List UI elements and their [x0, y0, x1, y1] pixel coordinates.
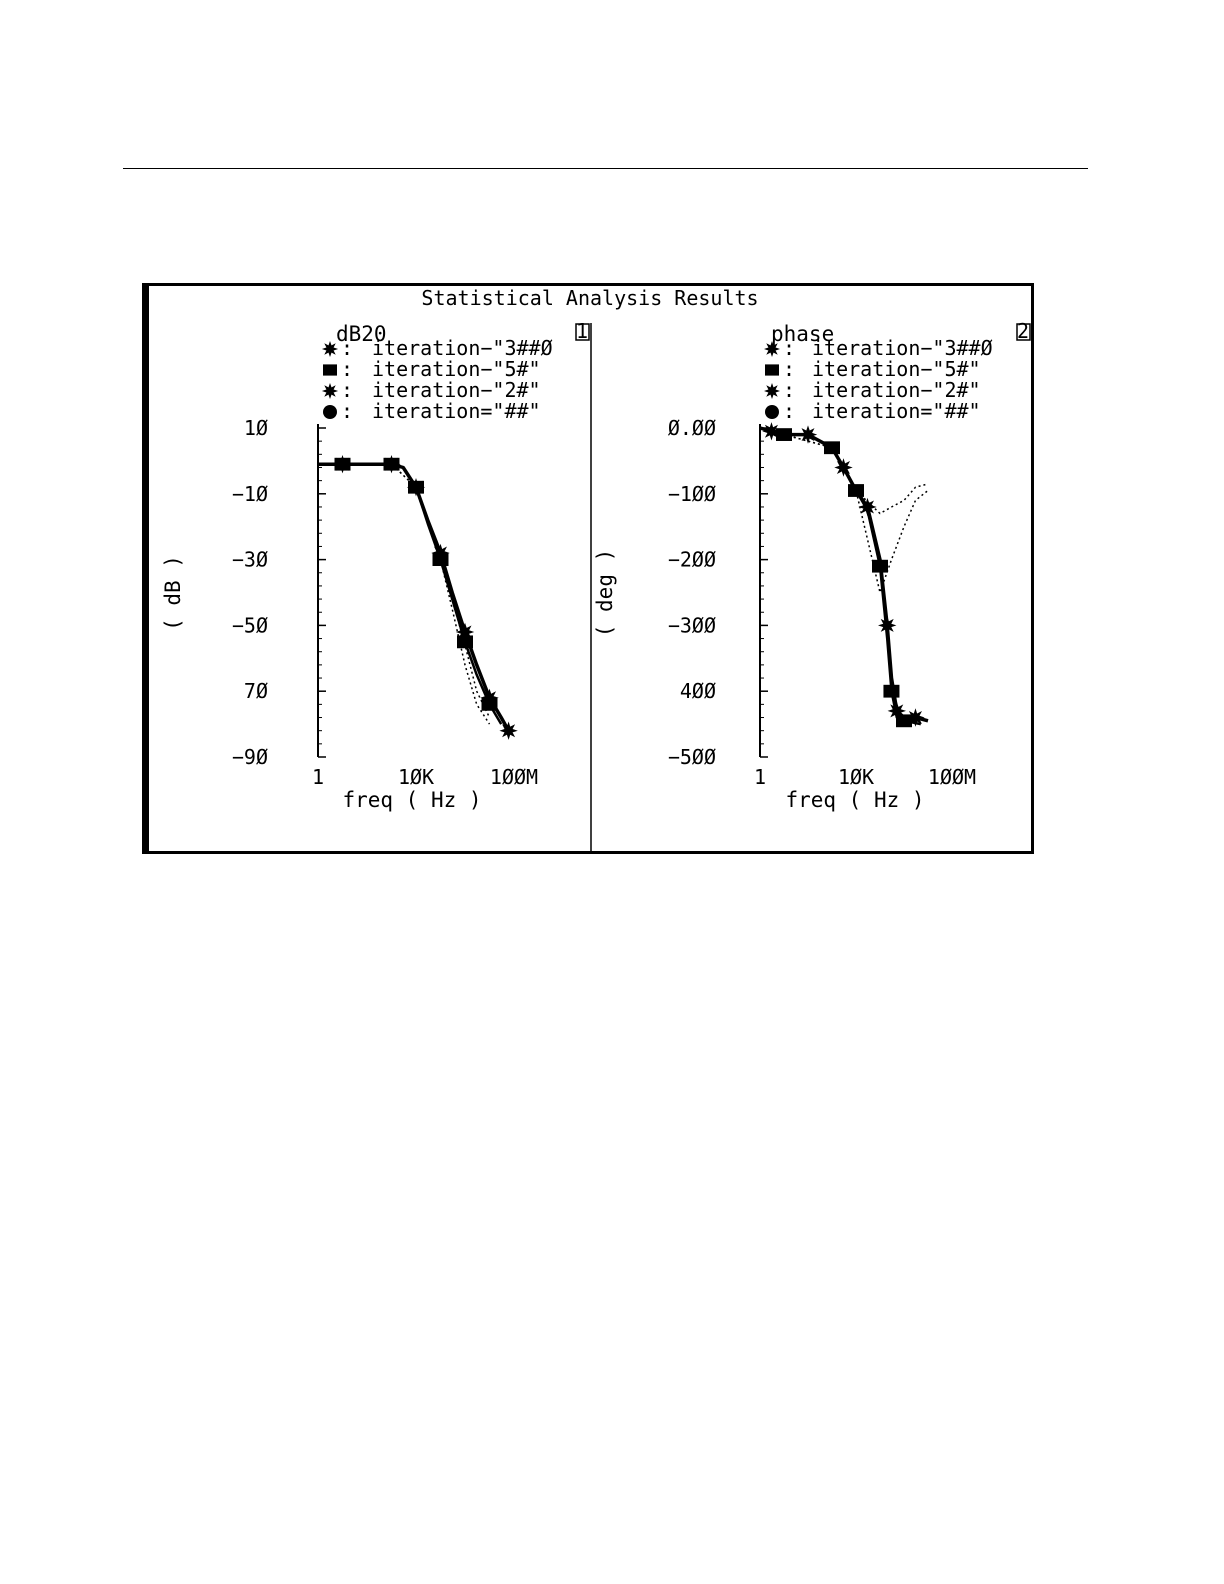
y-tick-label: −1Ø — [232, 482, 268, 506]
panel-title-phase: phase — [771, 322, 834, 346]
panel-number-box — [1016, 323, 1031, 341]
legend-separator: : — [341, 399, 353, 423]
legend-entry-2: iteration−"5#" — [372, 357, 541, 381]
data-point-marker — [499, 721, 518, 740]
legend-separator: : — [341, 378, 353, 402]
series-group-phase — [759, 422, 929, 728]
legend-entry-3: iteration−"2#" — [372, 378, 541, 402]
legend-entry-4: iteration="##" — [812, 399, 981, 423]
y-axis-label-db20: ( dB ) — [161, 555, 185, 631]
window-title: Statistical Analysis Results — [421, 286, 758, 310]
x-axis-label-phase: freq ( Hz ) — [785, 788, 924, 812]
window-left-edge — [142, 283, 149, 854]
y-tick-label: 1Ø — [244, 416, 268, 440]
panel-number-1: 1 — [576, 319, 588, 343]
x-tick-label: 1ØØM — [490, 765, 538, 789]
y-axis-label-phase: ( deg ) — [593, 549, 617, 638]
x-tick-label: 1ØØM — [928, 765, 976, 789]
legend-marker-4 — [323, 405, 337, 419]
y-tick-label: 7Ø — [244, 679, 268, 703]
data-point-marker — [457, 635, 473, 649]
y-tick-label: −5Ø — [232, 613, 268, 637]
data-point-marker — [872, 559, 888, 573]
legend-marker-1 — [321, 341, 339, 357]
statistical-analysis-window: Statistical Analysis Results dB20 1 : ite… — [142, 283, 1034, 854]
data-point-marker — [432, 553, 449, 566]
y-axis-ticks-db20: 1Ø −1Ø −3Ø −5Ø 7Ø −9Ø — [232, 416, 326, 769]
y-tick-label: 4ØØ — [680, 679, 716, 703]
y-tick-label: −5ØØ — [668, 745, 716, 769]
legend-entry-4: iteration="##" — [372, 399, 541, 423]
x-tick-label: 1 — [312, 765, 324, 789]
legend-marker-3 — [764, 383, 780, 399]
x-axis-label-db20: freq ( Hz ) — [342, 788, 481, 812]
panel-number-2: 2 — [1017, 319, 1029, 343]
data-point-marker — [776, 428, 792, 441]
y-tick-label: −2ØØ — [668, 548, 716, 572]
data-point-marker — [896, 714, 912, 728]
y-tick-label: Ø.ØØ — [668, 416, 716, 440]
legend-db20: : iteration−"3##Ø: iteration−"5#": iteratio… — [321, 336, 553, 423]
series-line-4 — [759, 427, 929, 594]
data-point-marker — [481, 697, 498, 711]
legend-separator: : — [783, 357, 795, 381]
series-group-db20 — [318, 455, 518, 740]
legend-phase: : iteration−"3##Ø: iteration−"5#": iteratio… — [764, 336, 993, 423]
panel-phase: phase 2 : iteration−"3##Ø: iteration−"5#":… — [593, 319, 1031, 812]
legend-marker-1 — [764, 341, 780, 357]
page-top-rule — [123, 168, 1088, 169]
legend-entry-2: iteration−"5#" — [812, 357, 981, 381]
panel-title-db20: dB20 — [336, 322, 387, 346]
panel-db20: dB20 1 : iteration−"3##Ø: iteration−"5#": i… — [161, 319, 590, 812]
x-tick-label: 1ØK — [398, 765, 434, 789]
panel-number-box — [575, 323, 590, 341]
y-tick-label: −9Ø — [232, 745, 268, 769]
legend-marker-3 — [321, 383, 339, 399]
legend-marker-2 — [765, 364, 779, 376]
legend-separator: : — [783, 378, 795, 402]
x-tick-label: 1ØK — [838, 765, 874, 789]
y-tick-label: −3Ø — [232, 548, 268, 572]
data-point-marker — [824, 441, 840, 455]
legend-entry-3: iteration−"2#" — [812, 378, 981, 402]
data-point-marker — [883, 684, 900, 698]
series-line-3 — [318, 463, 491, 725]
legend-entry-1: iteration−"3##Ø — [372, 336, 553, 360]
legend-entry-1: iteration−"3##Ø — [812, 336, 993, 360]
legend-separator: : — [341, 357, 353, 381]
data-point-marker — [334, 457, 351, 471]
x-tick-label: 1 — [754, 765, 766, 789]
x-axis-ticks-phase: 1 1ØK 1ØØM — [754, 765, 976, 789]
y-tick-label: −3ØØ — [668, 613, 716, 637]
y-tick-label: −1ØØ — [668, 482, 716, 506]
data-point-marker — [408, 480, 424, 494]
data-point-marker — [848, 484, 864, 497]
legend-separator: : — [783, 399, 795, 423]
legend-marker-4 — [765, 405, 779, 419]
legend-separator: : — [783, 336, 795, 360]
y-axis-ticks-phase: Ø.ØØ −1ØØ −2ØØ −3ØØ 4ØØ −5ØØ — [668, 416, 768, 769]
data-point-marker — [383, 457, 400, 471]
data-point-marker — [878, 616, 897, 635]
legend-marker-2 — [323, 364, 337, 376]
x-axis-ticks-db20: 1 1ØK 1ØØM — [312, 765, 538, 789]
legend-separator: : — [341, 336, 353, 360]
statistical-analysis-chart: Statistical Analysis Results dB20 1 : ite… — [142, 283, 1034, 854]
